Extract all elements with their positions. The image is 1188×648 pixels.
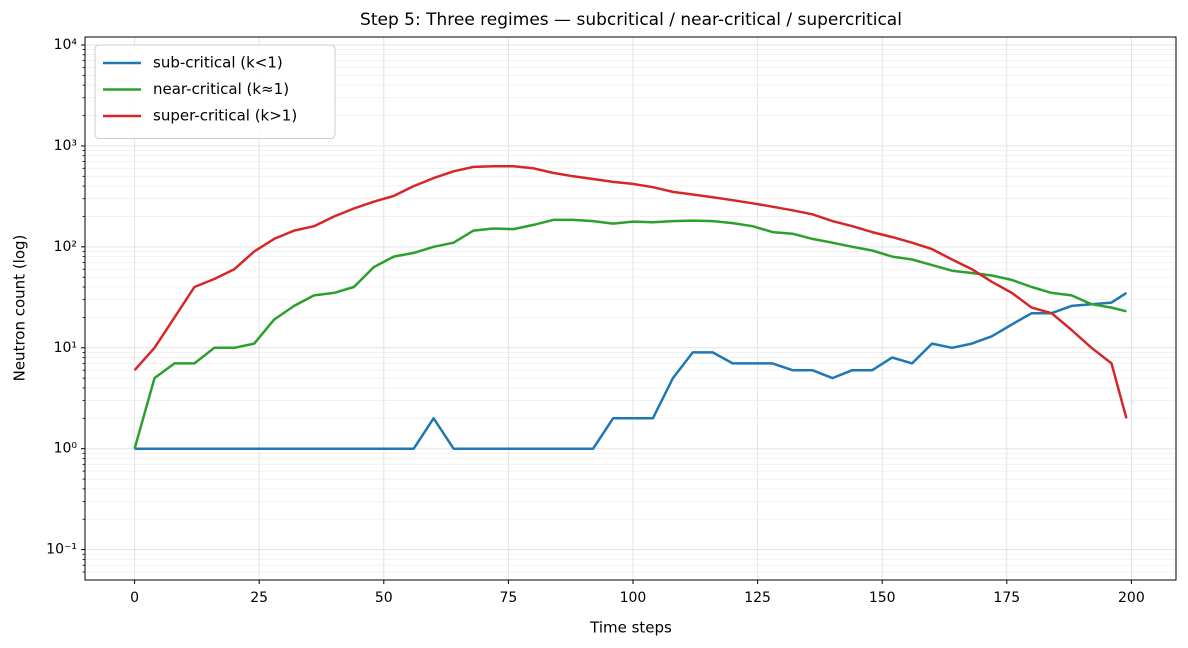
x-tick-label: 50 <box>375 590 393 606</box>
y-tick-label: 10² <box>54 239 77 255</box>
y-axis-label: Neutron count (log) <box>11 235 29 382</box>
x-axis-label: Time steps <box>589 619 672 637</box>
y-tick-label: 10⁰ <box>54 441 78 457</box>
y-tick-label: 10¹ <box>54 340 77 356</box>
x-tick-label: 150 <box>869 590 896 606</box>
y-tick-label: 10⁴ <box>54 37 78 53</box>
series-line <box>133 218 1127 450</box>
series-line <box>134 291 1128 450</box>
legend-label: super-critical (k>1) <box>153 107 297 125</box>
legend-label: near-critical (k≈1) <box>153 80 289 98</box>
x-tick-label: 175 <box>993 590 1020 606</box>
series-line <box>133 164 1128 419</box>
x-tick-label: 100 <box>620 590 647 606</box>
x-tick-label: 125 <box>744 590 771 606</box>
plot-frame <box>84 36 1177 581</box>
x-tick-label: 25 <box>250 590 268 606</box>
y-tick-label: 10⁻¹ <box>46 542 77 558</box>
legend-label: sub-critical (k<1) <box>153 54 283 72</box>
legend: sub-critical (k<1) near-critical (k≈1) sup… <box>94 44 336 139</box>
x-tick-label: 75 <box>499 590 517 606</box>
chart-title: Step 5: Three regimes — subcritical / ne… <box>360 10 902 30</box>
x-tick-label: 200 <box>1118 590 1145 606</box>
legend-box <box>94 44 336 139</box>
y-tick-label: 10³ <box>54 138 77 154</box>
x-tick-label: 0 <box>130 590 139 606</box>
